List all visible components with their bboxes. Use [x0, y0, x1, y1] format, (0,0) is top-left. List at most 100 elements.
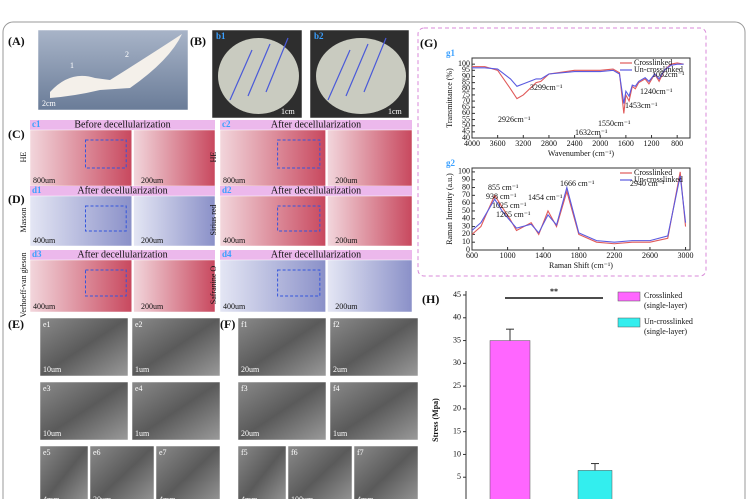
- y-tick-label: 15: [453, 426, 461, 435]
- label: After decellularization: [271, 249, 361, 260]
- label: 4mm: [43, 495, 60, 499]
- x-tick-label: 3200: [515, 139, 531, 148]
- y-tick-label: 20: [453, 404, 461, 413]
- stain-label: Sirius red: [209, 205, 218, 236]
- sem-image: [89, 445, 155, 499]
- annotation: 1632cm⁻¹: [575, 128, 608, 137]
- label: c1: [32, 119, 41, 129]
- legend-label: Crosslinked: [634, 58, 672, 67]
- label: 800um: [223, 176, 246, 185]
- y-tick-label: 65: [462, 102, 470, 111]
- x-tick-label: 2200: [606, 251, 622, 260]
- series-line: [471, 171, 687, 245]
- y-tick-label: 45: [453, 290, 461, 299]
- label: 4mm: [357, 495, 374, 499]
- label: 10um: [43, 429, 62, 438]
- x-tick-label: 1000: [500, 251, 516, 260]
- label: f2: [333, 320, 340, 329]
- image: [133, 129, 216, 187]
- label: (C): [8, 127, 25, 141]
- label: 1cm: [281, 107, 296, 116]
- label: 2: [125, 50, 129, 59]
- label: 200um: [141, 236, 164, 245]
- label: 100um: [291, 495, 314, 499]
- y-tick-label: 70: [462, 190, 470, 199]
- label: e4: [135, 384, 143, 393]
- x-tick-label: 1200: [644, 139, 660, 148]
- image: [29, 195, 132, 247]
- image: [219, 259, 326, 313]
- legend-label: Crosslinked (single-layer): [644, 291, 687, 310]
- y-tick-label: 0: [466, 245, 470, 254]
- annotation: 938 cm⁻¹: [486, 192, 517, 201]
- plot-area: [471, 167, 691, 251]
- legend-label: Crosslinked: [634, 168, 672, 177]
- annotation: 2926cm⁻¹: [498, 115, 531, 124]
- y-tick-label: 80: [462, 84, 470, 93]
- y-tick-label: 100: [458, 167, 470, 176]
- annotation: 1265 cm⁻¹: [496, 210, 531, 219]
- x-tick-label: 600: [466, 251, 478, 260]
- image: [327, 129, 413, 187]
- annotation: 1082cm⁻¹: [652, 70, 685, 79]
- sem-image: [353, 445, 419, 499]
- y-tick-label: 85: [462, 77, 470, 86]
- stain-label: Verhoeff-van gieson: [19, 253, 28, 318]
- zoom-box: [85, 139, 127, 169]
- y-tick-label: 50: [462, 206, 470, 215]
- legend-label: Un-crosslinked (single-layer): [644, 317, 693, 336]
- label: (B): [190, 34, 206, 48]
- sem-image: [237, 445, 287, 499]
- sem-image: [237, 317, 327, 377]
- header: [220, 120, 412, 130]
- label: 400um: [223, 236, 246, 245]
- stain-label: HE: [209, 152, 218, 163]
- y-tick-label: 20: [462, 229, 470, 238]
- fiber-line: [229, 49, 253, 101]
- x-tick-label: 800: [671, 139, 683, 148]
- sem-image: [39, 317, 129, 377]
- legend-label: Un-crosslinked: [634, 65, 683, 74]
- sem-image: [237, 381, 327, 441]
- y-tick-label: 95: [462, 65, 470, 74]
- series-line: [472, 62, 684, 114]
- zoom-box: [85, 269, 127, 297]
- label: (A): [8, 34, 25, 48]
- legend-swatch: [617, 291, 641, 302]
- label: (F): [220, 317, 235, 331]
- annotation: 2940 cm⁻¹: [630, 179, 665, 188]
- image: [29, 259, 132, 313]
- annotation: 1550cm⁻¹: [598, 119, 631, 128]
- y-tick-label: 70: [462, 96, 470, 105]
- label: 1cm: [388, 107, 403, 116]
- tissue: [50, 34, 182, 98]
- label: f3: [241, 384, 248, 393]
- y-axis-label: Stress (Mpa): [431, 398, 440, 442]
- label: 200um: [335, 176, 358, 185]
- fiber-line: [327, 49, 351, 101]
- label: b1: [216, 31, 226, 41]
- header: [220, 250, 412, 260]
- label: 10um: [43, 365, 62, 374]
- label: 2um: [333, 365, 348, 374]
- label: 200um: [335, 302, 358, 311]
- y-tick-label: 60: [462, 198, 470, 207]
- sem-image: [39, 381, 129, 441]
- label: (D): [8, 192, 25, 206]
- header: [30, 250, 215, 260]
- x-tick-label: 1400: [535, 251, 551, 260]
- label: f1: [241, 320, 248, 329]
- label: 20um: [241, 365, 260, 374]
- label: (H): [422, 292, 439, 306]
- label: d1: [32, 185, 42, 195]
- y-tick-label: 35: [453, 335, 461, 344]
- annotation: 855 cm⁻¹: [488, 183, 519, 192]
- sem-image: [131, 317, 221, 377]
- y-tick-label: 90: [462, 71, 470, 80]
- label: After decellularization: [271, 119, 361, 130]
- plot-area: [471, 57, 691, 139]
- label: 2cm: [42, 99, 57, 108]
- sem-image: [131, 381, 221, 441]
- sem-image: [287, 445, 353, 499]
- label: After decellularization: [77, 185, 167, 196]
